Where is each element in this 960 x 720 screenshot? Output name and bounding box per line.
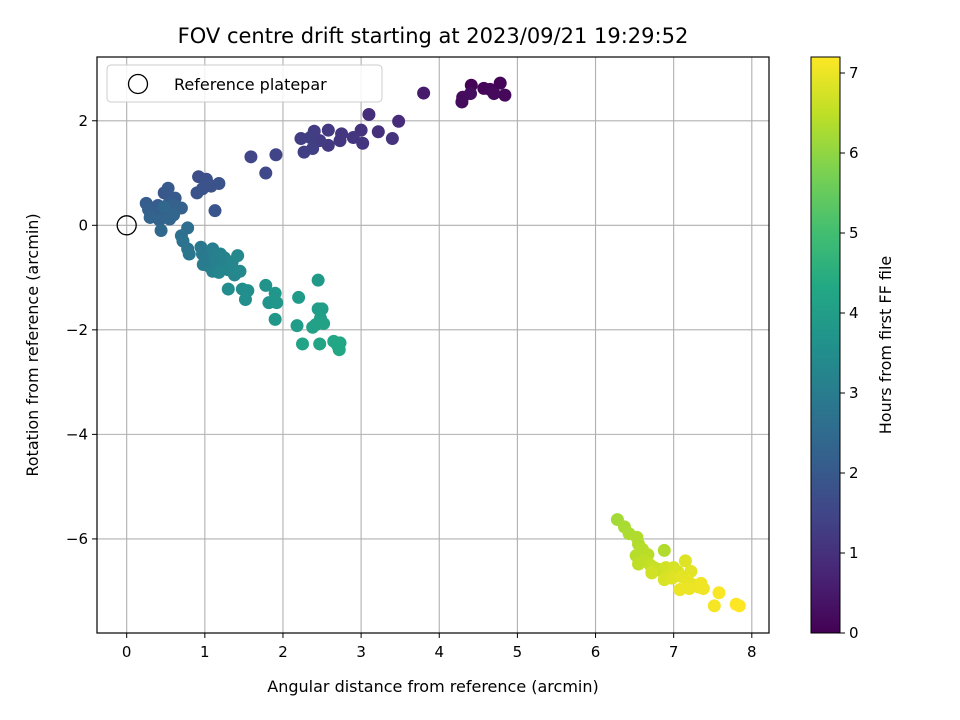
scatter-point [712, 586, 726, 600]
colorbar-tick-label: 4 [849, 304, 859, 322]
scatter-point [673, 583, 687, 597]
x-tick-label: 4 [434, 643, 444, 661]
x-tick-label: 2 [278, 643, 288, 661]
scatter-point [694, 576, 708, 590]
scatter-point [190, 186, 204, 200]
y-axis-ticks: −6 −4 −2 0 2 [66, 112, 97, 548]
scatter-point [493, 76, 507, 90]
plot-frame [96, 56, 770, 634]
x-tick-label: 6 [591, 643, 601, 661]
scatter-point [333, 134, 347, 148]
colorbar-tick-label: 1 [849, 544, 859, 562]
scatter-point [632, 557, 646, 571]
reference-point-marker [116, 215, 137, 236]
x-axis-ticks: 0 1 2 3 4 5 6 7 8 [122, 633, 757, 661]
colorbar-tick-label: 7 [849, 64, 859, 82]
scatter-point [259, 278, 273, 292]
reference-layer [116, 215, 137, 236]
colorbar-tick-label: 3 [849, 384, 859, 402]
scatter-point [221, 282, 235, 296]
x-axis-label: Angular distance from reference (arcmin) [267, 677, 598, 696]
scatter-point [241, 284, 255, 298]
y-tick-label: −2 [66, 321, 88, 339]
scatter-point [707, 599, 721, 613]
colorbar-tick-label: 6 [849, 144, 859, 162]
scatter-point [678, 554, 692, 568]
scatter-point [498, 88, 512, 102]
scatter-point [417, 86, 431, 100]
x-tick-label: 0 [122, 643, 132, 661]
scatter-point [231, 249, 245, 263]
scatter-point [233, 264, 247, 278]
colorbar-tick-label: 0 [849, 624, 859, 642]
scatter-point [333, 336, 347, 350]
scatter-point [645, 566, 659, 580]
grid [97, 57, 769, 633]
scatter-point [317, 317, 331, 331]
legend-entry-reference: Reference platepar [174, 75, 327, 94]
legend-marker-icon [127, 73, 149, 95]
scatter-points [139, 76, 746, 613]
x-tick-label: 3 [356, 643, 366, 661]
scatter-point [321, 123, 335, 137]
scatter-point [292, 290, 306, 304]
scatter-point [657, 543, 671, 557]
colorbar-gradient [810, 56, 841, 634]
scatter-point [244, 150, 258, 164]
colorbar-tick-label: 2 [849, 464, 859, 482]
scatter-point [732, 599, 746, 613]
scatter-point [311, 273, 325, 287]
x-tick-label: 8 [747, 643, 757, 661]
y-tick-label: 2 [78, 112, 88, 130]
scatter-point [362, 107, 376, 121]
colorbar: 0 1 2 3 4 5 6 7 Hours from first FF file [810, 56, 895, 642]
scatter-point [154, 224, 168, 238]
scatter-point [161, 181, 175, 195]
scatter-point [294, 132, 308, 146]
y-tick-label: −4 [66, 425, 88, 443]
scatter-point [346, 130, 360, 144]
scatter-point [259, 166, 273, 180]
scatter-point [153, 213, 167, 227]
scatter-point [464, 87, 478, 101]
scatter-point [487, 87, 501, 101]
scatter-point [208, 204, 222, 218]
scatter-point [167, 208, 181, 222]
scatter-point [290, 319, 304, 333]
x-tick-label: 5 [513, 643, 523, 661]
y-axis-label: Rotation from reference (arcmin) [23, 213, 42, 476]
scatter-point [157, 200, 171, 214]
x-tick-label: 7 [669, 643, 679, 661]
scatter-point [306, 320, 320, 334]
legend: Reference platepar [106, 64, 383, 103]
scatter-point [392, 114, 406, 128]
scatter-point [455, 95, 469, 109]
chart-title: FOV centre drift starting at 2023/09/21 … [178, 24, 689, 48]
scatter-point [356, 136, 370, 150]
legend-box [106, 64, 383, 103]
scatter-point [385, 132, 399, 146]
scatter-point [269, 148, 283, 162]
scatter-point [182, 247, 196, 261]
colorbar-label: Hours from first FF file [876, 256, 895, 435]
scatter-point [313, 337, 327, 351]
scatter-point [371, 125, 385, 139]
colorbar-tick-label: 5 [849, 224, 859, 242]
colorbar-ticks: 0 1 2 3 4 5 6 7 [840, 64, 859, 642]
scatter-point [296, 337, 310, 351]
scatter-point [212, 176, 226, 190]
x-tick-label: 1 [200, 643, 210, 661]
scatter-point [268, 312, 282, 326]
y-tick-label: 0 [78, 216, 88, 234]
scatter-point [270, 296, 284, 310]
scatter-point [297, 145, 311, 159]
scatter-point [303, 130, 317, 144]
y-tick-label: −6 [66, 530, 88, 548]
